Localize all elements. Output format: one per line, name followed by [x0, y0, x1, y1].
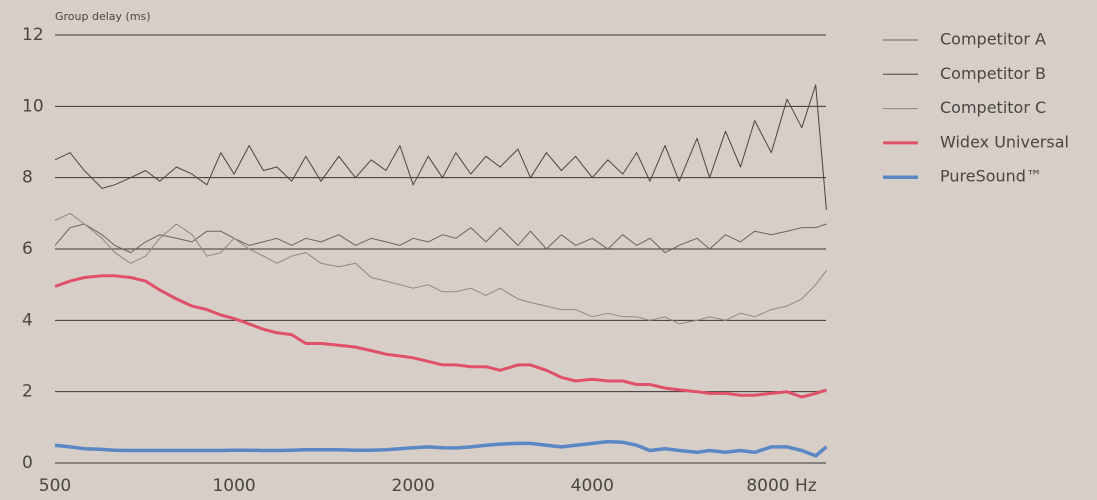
legend-label: Competitor C [940, 98, 1046, 117]
x-tick-label: 4000 [571, 476, 614, 496]
x-tick-label: 1000 [212, 476, 255, 496]
series-line [54, 274, 827, 399]
y-tick-label: 10 [22, 96, 44, 116]
series-line [54, 439, 828, 458]
legend-label: Widex Universal [940, 132, 1069, 151]
legend-label: PureSound™ [940, 167, 1042, 186]
x-tick-label: 2000 [392, 476, 435, 496]
y-tick-label: 0 [22, 453, 33, 473]
legend-label: Competitor A [940, 30, 1046, 49]
series-line [54, 84, 827, 210]
series-line [54, 223, 827, 254]
y-tick-label: 12 [22, 25, 44, 45]
legend-label: Competitor B [940, 64, 1046, 83]
y-tick-label: 6 [22, 239, 33, 259]
x-tick-label: 500 [39, 476, 71, 496]
x-tick-label: 8000 Hz [746, 476, 816, 496]
y-tick-label: 4 [22, 310, 33, 330]
y-axis-label: Group delay (ms) [55, 10, 151, 23]
y-tick-label: 2 [22, 382, 33, 402]
y-tick-label: 8 [22, 168, 33, 188]
series-line [54, 212, 827, 325]
